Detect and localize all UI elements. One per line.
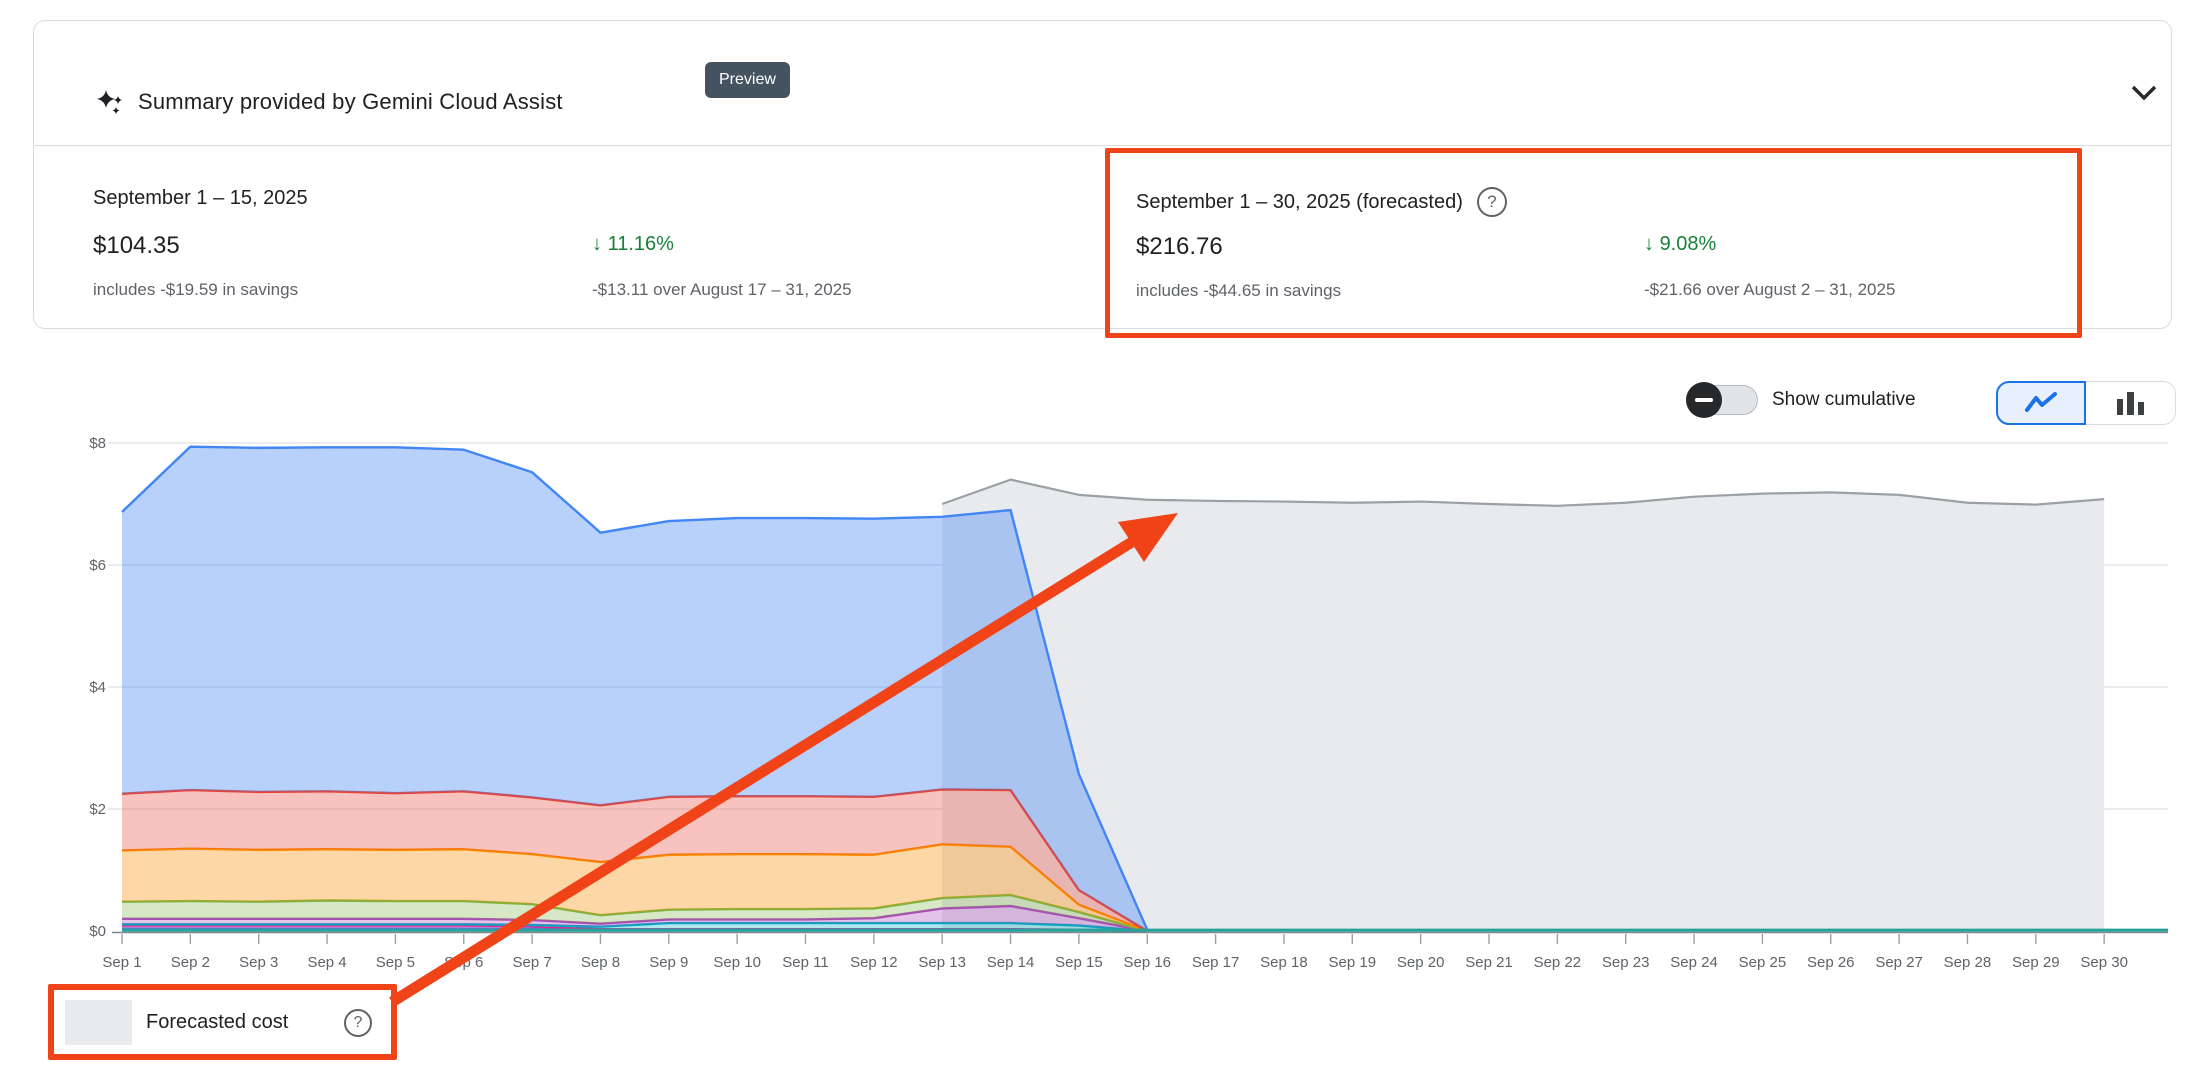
- y-axis-label: $0: [89, 923, 106, 940]
- panel-title: Summary provided by Gemini Cloud Assist: [138, 89, 563, 114]
- x-axis-label: Sep 2: [171, 954, 210, 971]
- forecast-amount: $216.76: [1136, 233, 1223, 260]
- series-purple-line: [122, 904, 1148, 933]
- bar-chart-icon: [2116, 392, 2144, 415]
- forecast-line: [941, 478, 2105, 507]
- x-axis-label: Sep 18: [1260, 954, 1308, 971]
- forecast-period-label: September 1 – 30, 2025 (forecasted): [1136, 190, 1463, 213]
- x-axis-label: Sep 27: [1875, 954, 1923, 971]
- x-axis-label: Sep 21: [1465, 954, 1513, 971]
- annotation-arrow: [389, 532, 1143, 1007]
- preview-badge: Preview: [705, 62, 790, 98]
- series-purple-area: [122, 905, 1148, 931]
- current-delta-percent: 11.16%: [607, 233, 674, 255]
- current-period-label: September 1 – 15, 2025: [93, 187, 308, 209]
- x-axis-label: Sep 4: [307, 954, 346, 971]
- y-axis-label: $8: [89, 435, 106, 452]
- arrow-down-icon: ↓: [1644, 233, 1654, 255]
- y-axis-label: $2: [89, 801, 106, 818]
- current-savings-note: includes -$19.59 in savings: [93, 280, 299, 299]
- x-axis-label: Sep 7: [512, 954, 551, 971]
- gemini-sparkle-icon: [97, 90, 122, 114]
- x-axis-label: Sep 10: [713, 954, 761, 971]
- show-cumulative-label: Show cumulative: [1772, 389, 1916, 410]
- y-axis-label: $6: [89, 557, 106, 574]
- x-axis-label: Sep 17: [1192, 954, 1240, 971]
- x-axis-label: Sep 9: [649, 954, 688, 971]
- series-red-line: [121, 788, 1148, 933]
- forecast-savings-note: includes -$44.65 in savings: [1136, 281, 1342, 300]
- forecast-delta-percent: 9.08%: [1659, 233, 1717, 255]
- chart-type-bar-button[interactable]: [2086, 381, 2176, 425]
- forecast-delta-note: -$21.66 over August 2 – 31, 2025: [1644, 280, 1896, 299]
- chart-type-line-button[interactable]: [1996, 381, 2086, 425]
- x-axis-label: Sep 12: [850, 954, 898, 971]
- x-axis-label: Sep 8: [581, 954, 620, 971]
- series-orange-area: [122, 844, 1148, 931]
- line-chart-icon: [2025, 392, 2057, 412]
- forecast-legend-swatch: [65, 1000, 132, 1045]
- summary-forecast-delta: ↓ 9.08% -$21.66 over August 2 – 31, 2025: [1644, 233, 1895, 300]
- current-delta-note: -$13.11 over August 17 – 31, 2025: [592, 280, 852, 299]
- x-axis-label: Sep 25: [1739, 954, 1787, 971]
- summary-current-period: September 1 – 15, 2025 $104.35 includes …: [93, 187, 308, 300]
- series-orange-line: [121, 843, 1148, 933]
- arrow-down-icon: ↓: [592, 233, 602, 255]
- x-axis-label: Sep 26: [1807, 954, 1855, 971]
- x-axis-label: Sep 5: [376, 954, 415, 971]
- x-axis-label: Sep 22: [1534, 954, 1582, 971]
- series-red-area: [122, 789, 1148, 931]
- x-axis-label: Sep 3: [239, 954, 278, 971]
- card-header: Summary provided by Gemini Cloud Assist …: [34, 21, 2171, 146]
- summary-current-delta: ↓ 11.16% -$13.11 over August 17 – 31, 20…: [592, 233, 852, 300]
- series-blue-main-line: [121, 445, 1149, 931]
- series-green-line: [121, 893, 1148, 933]
- x-axis-label: Sep 30: [2080, 954, 2128, 971]
- current-amount: $104.35: [93, 232, 180, 259]
- x-axis-label: Sep 29: [2012, 954, 2060, 971]
- show-cumulative-toggle-knob[interactable]: [1686, 382, 1722, 418]
- annotation-arrow-head: [1118, 513, 1178, 562]
- summary-forecast-period: September 1 – 30, 2025 (forecasted) ? $2…: [1136, 187, 1507, 301]
- collapse-button[interactable]: [2112, 61, 2176, 125]
- x-axis-label: Sep 13: [918, 954, 966, 971]
- x-axis-label: Sep 11: [782, 954, 828, 971]
- x-axis-label: Sep 28: [1944, 954, 1992, 971]
- x-axis-label: Sep 16: [1123, 954, 1171, 971]
- card-divider: [34, 145, 2171, 146]
- gemini-summary-card: Summary provided by Gemini Cloud Assist …: [33, 20, 2172, 329]
- x-axis-label: Sep 19: [1329, 954, 1377, 971]
- forecast-legend-help-icon[interactable]: ?: [344, 1009, 372, 1037]
- x-axis-label: Sep 24: [1670, 954, 1718, 971]
- forecast-help-icon[interactable]: ?: [1476, 187, 1507, 217]
- y-axis-label: $4: [89, 679, 106, 696]
- chevron-down-icon: [2131, 85, 2157, 101]
- x-axis-label: Sep 20: [1397, 954, 1445, 971]
- series-cyan-line: [122, 921, 1148, 933]
- x-axis-label: Sep 15: [1055, 954, 1103, 971]
- x-axis-label: Sep 23: [1602, 954, 1650, 971]
- series-blue-main-area: [122, 446, 1148, 931]
- forecast-area: [942, 479, 2105, 931]
- forecast-legend-label: Forecasted cost: [146, 1011, 289, 1033]
- x-axis-label: Sep 14: [987, 954, 1035, 971]
- x-axis-label: Sep 1: [102, 954, 141, 971]
